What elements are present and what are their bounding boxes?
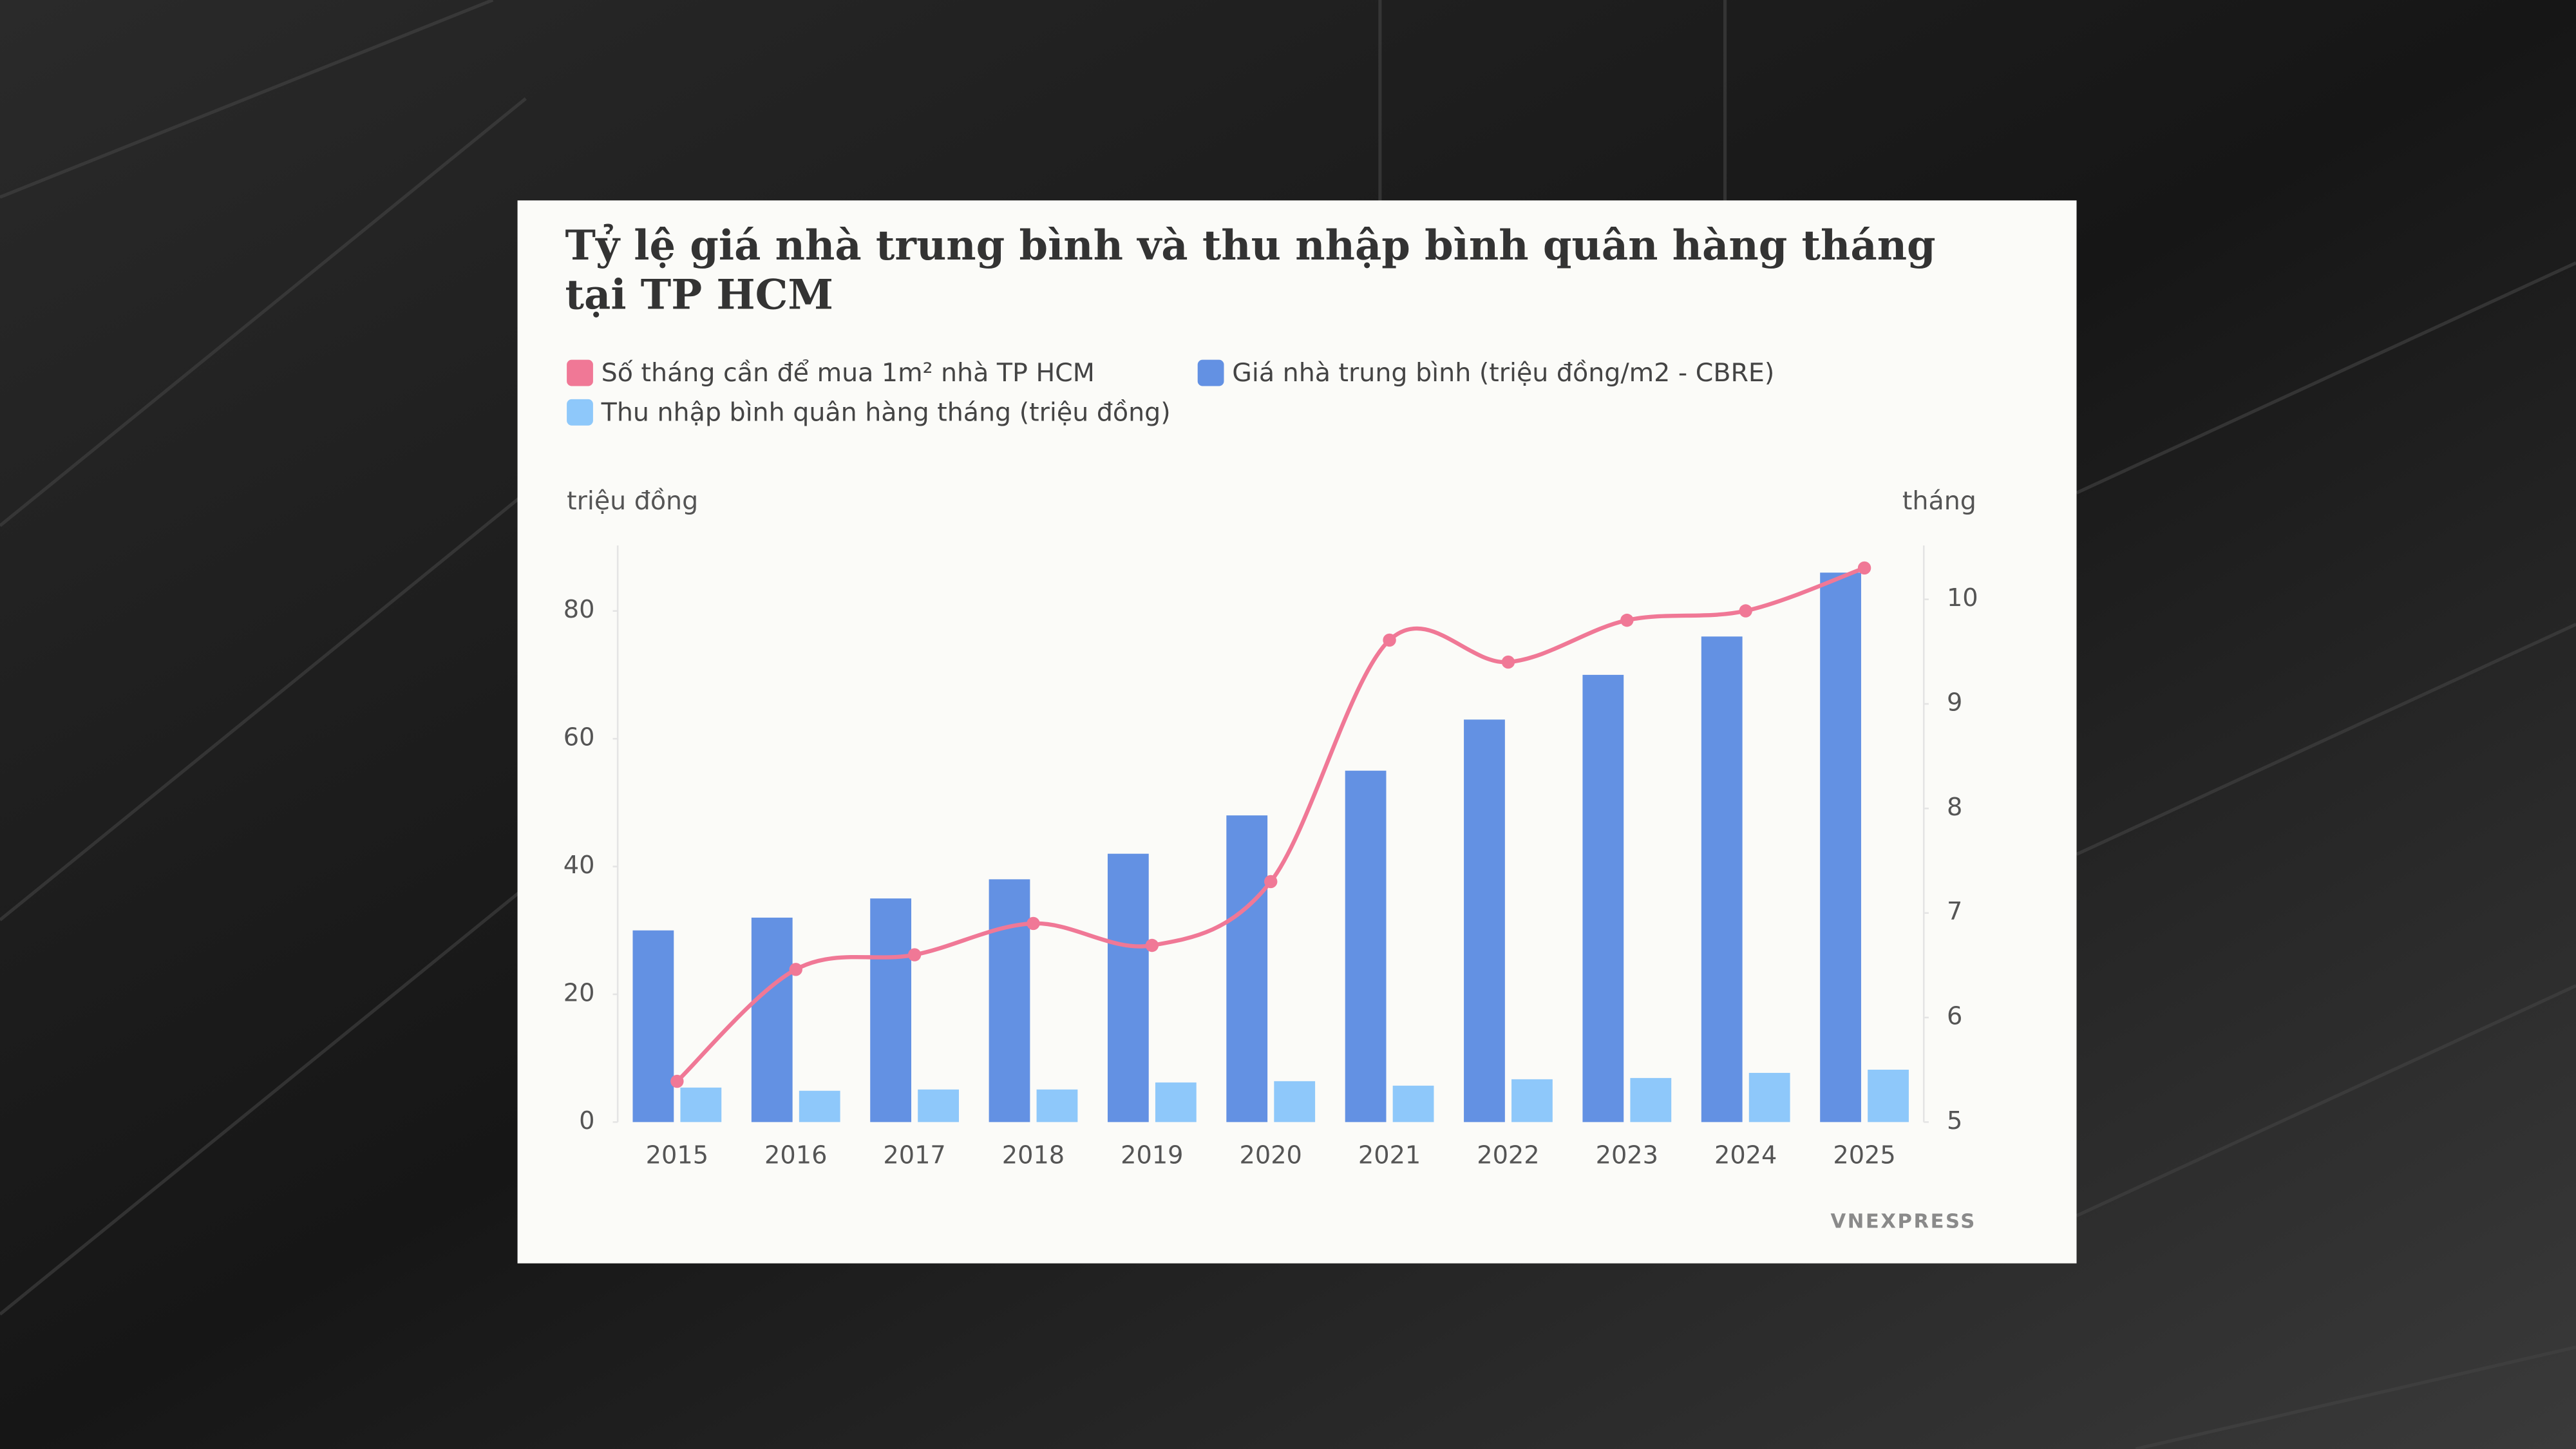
bar — [751, 917, 793, 1122]
x-tick-label: 2015 — [646, 1141, 708, 1170]
y-tick-label: 60 — [564, 723, 595, 752]
y2-tick-label: 7 — [1947, 897, 1962, 926]
line-point — [1027, 916, 1040, 931]
line-point — [1620, 613, 1634, 627]
bar — [1630, 1077, 1672, 1122]
x-tick-label: 2019 — [1121, 1141, 1183, 1170]
bar — [1274, 1081, 1316, 1122]
x-tick-label: 2020 — [1240, 1141, 1302, 1170]
chart-title: Tỷ lệ giá nhà trung bình và thu nhập bìn… — [565, 222, 1936, 319]
line-point — [670, 1074, 684, 1088]
y-tick-label: 20 — [564, 978, 595, 1007]
bar — [870, 898, 912, 1122]
bar — [1820, 573, 1861, 1122]
y2-tick-label: 10 — [1947, 583, 1978, 612]
line-point — [1857, 561, 1871, 575]
bar — [680, 1087, 722, 1122]
x-tick-label: 2024 — [1714, 1141, 1777, 1170]
bar — [1392, 1085, 1434, 1122]
x-tick-label: 2017 — [883, 1141, 945, 1170]
x-tick-label: 2021 — [1358, 1141, 1421, 1170]
y2-tick-label: 9 — [1947, 688, 1962, 717]
x-tick-label: 2025 — [1833, 1141, 1895, 1170]
bar — [1464, 719, 1505, 1122]
line — [676, 565, 1866, 1083]
legend-label: Thu nhập bình quân hàng tháng (triệu đồn… — [601, 397, 1171, 427]
legend-label: Số tháng cần để mua 1m² nhà TP HCM — [601, 358, 1095, 388]
y-axis-label: triệu đồng — [567, 486, 698, 516]
y2-tick-label: 5 — [1947, 1106, 1962, 1135]
legend-swatch — [1197, 359, 1224, 386]
bar — [799, 1090, 840, 1122]
x-tick-label: 2018 — [1002, 1141, 1065, 1170]
legend-swatch — [567, 399, 593, 426]
line-point — [907, 948, 922, 961]
line-point — [789, 963, 802, 976]
line-point — [1383, 633, 1396, 647]
y-tick-label: 0 — [579, 1106, 594, 1135]
line-point — [1145, 938, 1159, 952]
x-tick-label: 2022 — [1477, 1141, 1539, 1170]
bar — [989, 879, 1030, 1122]
bar — [1036, 1089, 1078, 1122]
title-box: Tỷ lệ giá nhà trung bình và thu nhập bìn… — [565, 222, 1936, 319]
bar — [1345, 770, 1387, 1122]
bar — [632, 930, 674, 1122]
bar — [1511, 1079, 1553, 1122]
bar — [1582, 674, 1624, 1122]
bar — [1107, 853, 1149, 1122]
logo: VNEXPRESS — [1830, 1210, 1976, 1233]
x-tick-label: 2023 — [1596, 1141, 1658, 1170]
y2-tick-label: 6 — [1947, 1002, 1962, 1031]
bar — [1226, 815, 1268, 1122]
x-tick-label: 2016 — [764, 1141, 827, 1170]
bar — [1701, 636, 1743, 1122]
bar — [1155, 1082, 1197, 1122]
y-tick-label: 80 — [564, 595, 595, 624]
y2-tick-label: 8 — [1947, 793, 1962, 822]
line-point — [1739, 604, 1752, 618]
y2-axis-label: tháng — [1902, 486, 1976, 516]
bar — [918, 1089, 959, 1122]
legend-label: Giá nhà trung bình (triệu đồng/m2 - CBRE… — [1232, 358, 1774, 388]
line-point — [1264, 875, 1278, 889]
legend-swatch — [567, 359, 593, 386]
y-tick-label: 40 — [564, 851, 595, 880]
line-point — [1501, 655, 1515, 669]
bar — [1748, 1072, 1790, 1122]
bar — [1868, 1069, 1909, 1122]
